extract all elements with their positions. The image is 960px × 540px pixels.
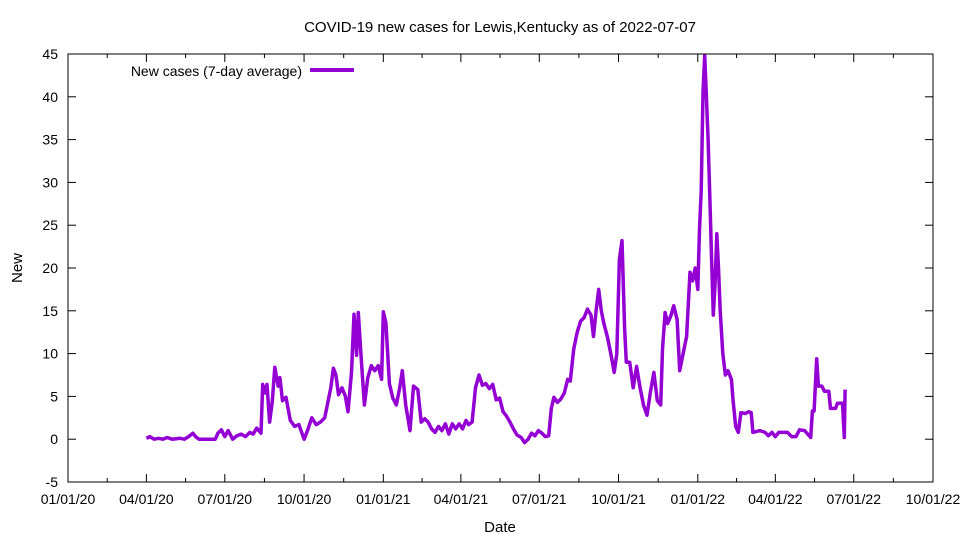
- plot-frame: [67, 53, 934, 483]
- x-tick-label: 10/01/22: [906, 491, 960, 507]
- y-tick-label: 15: [42, 303, 58, 319]
- x-axis-label: Date: [484, 519, 516, 536]
- x-tick-label: 10/01/21: [591, 491, 646, 507]
- x-tick-label: 07/01/21: [512, 491, 567, 507]
- y-tick-label: 20: [42, 260, 58, 276]
- chart-title: COVID-19 new cases for Lewis,Kentucky as…: [304, 19, 696, 36]
- x-tick-label: 01/01/21: [356, 491, 411, 507]
- x-tick-label: 10/01/20: [277, 491, 332, 507]
- legend: New cases (7-day average): [131, 63, 354, 79]
- y-tick-label: 0: [50, 431, 58, 447]
- y-tick-label: 5: [50, 388, 58, 404]
- x-tick-label: 01/01/22: [671, 491, 726, 507]
- y-tick-label: 40: [42, 89, 58, 105]
- x-tick-label: 04/01/22: [748, 491, 803, 507]
- x-tick-label: 07/01/20: [198, 491, 253, 507]
- y-tick-label: 45: [42, 46, 58, 62]
- y-tick-label: 25: [42, 217, 58, 233]
- tick-layer: -5 0 5 10 15 20 25 30 35 40 45 01/01/20 04/01/20 07/0…: [41, 46, 960, 507]
- x-tick-label: 04/01/20: [119, 491, 174, 507]
- series-line-new-cases: [145, 53, 847, 445]
- x-tick-label: 04/01/21: [434, 491, 489, 507]
- y-tick-label: -5: [46, 474, 59, 490]
- series-layer: [145, 53, 847, 445]
- x-tick-label: 07/01/22: [826, 491, 881, 507]
- y-axis-label: New: [9, 253, 26, 283]
- legend-label: New cases (7-day average): [131, 63, 302, 79]
- y-tick-label: 10: [42, 346, 58, 362]
- y-tick-label: 35: [42, 132, 58, 148]
- y-tick-label: 30: [42, 174, 58, 190]
- x-tick-label: 01/01/20: [41, 491, 96, 507]
